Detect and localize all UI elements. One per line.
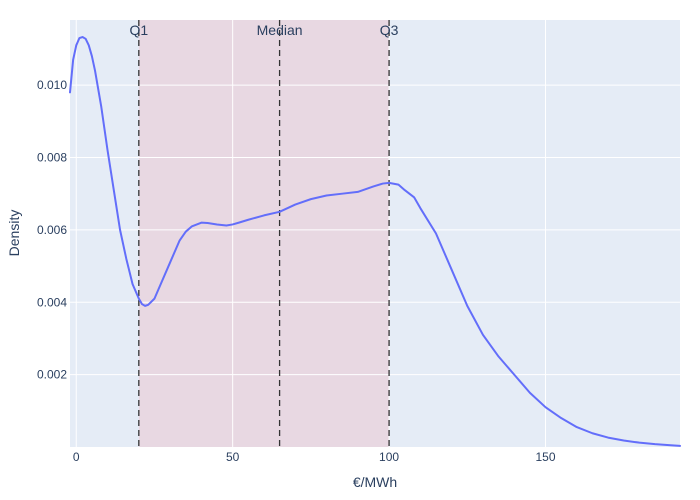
x-tick-label: 150 (535, 450, 555, 464)
y-tick-label: 0.002 (37, 368, 67, 382)
quartile-label-median: Median (257, 22, 303, 38)
density-series (69, 36, 681, 447)
x-axis-title: €/MWh (353, 474, 397, 490)
y-tick-label: 0.010 (37, 78, 67, 92)
y-tick-label: 0.006 (37, 223, 67, 237)
density-line (69, 36, 681, 447)
x-tick-label: 100 (379, 450, 399, 464)
quartile-label-q1: Q1 (129, 22, 148, 38)
y-axis-title: Density (6, 210, 22, 257)
x-tick-label: 0 (73, 450, 80, 464)
iqr-band (138, 20, 390, 447)
x-axis-ticks: 0 50 100 150 (73, 450, 556, 464)
iqr-shaded-region (138, 20, 390, 447)
x-tick-label: 50 (226, 450, 240, 464)
quartile-lines: Q1 Median Q3 (129, 20, 399, 447)
y-axis-ticks: 0.002 0.004 0.006 0.008 0.010 (37, 78, 67, 381)
y-tick-label: 0.008 (37, 151, 67, 165)
quartile-label-q3: Q3 (380, 22, 399, 38)
y-tick-label: 0.004 (37, 295, 67, 309)
